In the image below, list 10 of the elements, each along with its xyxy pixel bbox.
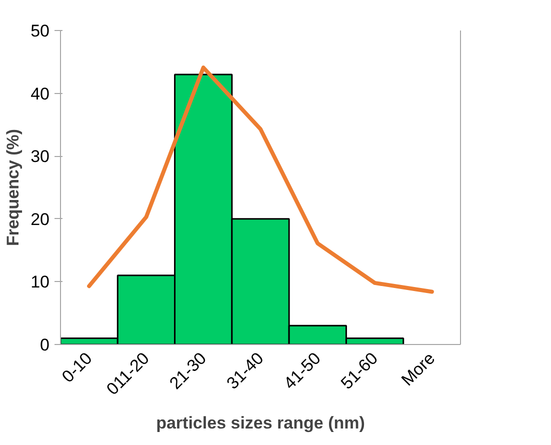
y-axis-title: Frequency (%)	[4, 128, 23, 246]
y-tick-label: 30	[30, 147, 50, 166]
y-tick-label: 50	[30, 22, 50, 40]
x-tick-label: 0-10	[58, 348, 96, 386]
line-series	[87, 66, 434, 294]
y-tick-label: 40	[30, 84, 50, 104]
y-tick-label: 0	[40, 336, 50, 354]
y-tick-label: 10	[30, 272, 50, 292]
y-tick-label: 20	[30, 210, 50, 229]
x-axis-title: particles sizes range (nm)	[156, 413, 365, 432]
